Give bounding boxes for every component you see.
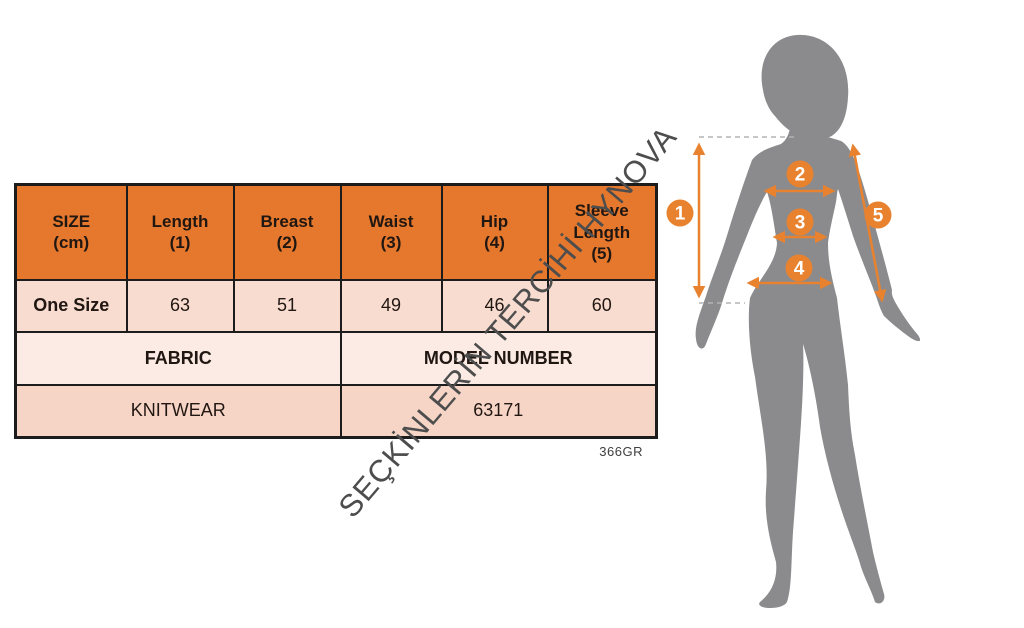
header-cell-size: SIZE (cm) [14, 183, 128, 281]
header-label: Breast [260, 212, 314, 231]
marker-4-label: 4 [794, 259, 805, 280]
marker-4-hip: 4 [785, 254, 813, 282]
model-number-value-cell: 63171 [339, 383, 658, 439]
fabric-value-cell: KNITWEAR [14, 383, 342, 439]
marker-3-waist: 3 [786, 208, 814, 236]
header-sub: (3) [380, 233, 402, 253]
fabric-label-cell: FABRIC [14, 330, 342, 386]
reference-dashes [699, 136, 797, 304]
marker-2-label: 2 [795, 165, 806, 186]
table-row-one-size: One Size 63 51 49 46 60 [14, 278, 658, 333]
weight-note: 366GR [599, 444, 643, 459]
breast-value: 51 [232, 278, 342, 333]
header-sub: (4) [484, 233, 505, 253]
silhouette-head [761, 34, 849, 139]
marker-1-length: 1 [666, 199, 694, 227]
size-chart: SIZE (cm) Length (1) Breast (2) Waist (3… [14, 183, 658, 439]
header-sub: (cm) [53, 233, 90, 253]
marker-badges: 1 2 3 4 5 [666, 160, 892, 282]
size-chart-table: SIZE (cm) Length (1) Breast (2) Waist (3… [14, 183, 658, 439]
header-row: SIZE (cm) Length (1) Breast (2) Waist (3… [14, 183, 658, 281]
header-label: Hip [480, 212, 509, 231]
header-cell-length: Length (1) [125, 183, 235, 281]
table-row-labels: FABRIC MODEL NUMBER [14, 330, 658, 386]
header-label: Waist [368, 212, 414, 231]
header-cell-hip: Hip (4) [440, 183, 549, 281]
table-row-values: KNITWEAR 63171 [14, 383, 658, 439]
header-cell-sleeve-length: Sleeve Length (5) [546, 183, 658, 281]
header-label: Sleeve Length [573, 201, 631, 242]
header-cell-waist: Waist (3) [339, 183, 443, 281]
waist-value: 49 [339, 278, 443, 333]
marker-3-label: 3 [795, 213, 806, 234]
header-cell-breast: Breast (2) [232, 183, 342, 281]
header-sub: (5) [591, 243, 613, 263]
body-measurement-diagram: 1 2 3 4 5 [666, 34, 921, 609]
female-silhouette [695, 34, 921, 609]
length-value: 63 [125, 278, 235, 333]
model-number-label-cell: MODEL NUMBER [339, 330, 658, 386]
header-label: Length [151, 212, 209, 231]
hip-value: 46 [440, 278, 549, 333]
marker-2-breast: 2 [786, 160, 814, 188]
marker-1-label: 1 [675, 204, 686, 225]
header-label: SIZE [52, 212, 91, 231]
sleeve-value: 60 [546, 278, 658, 333]
silhouette-body [695, 121, 921, 609]
header-sub: (1) [169, 233, 191, 253]
marker-5-label: 5 [873, 206, 884, 227]
size-name-cell: One Size [14, 278, 128, 333]
header-sub: (2) [276, 233, 298, 253]
marker-5-sleeve: 5 [864, 201, 892, 229]
